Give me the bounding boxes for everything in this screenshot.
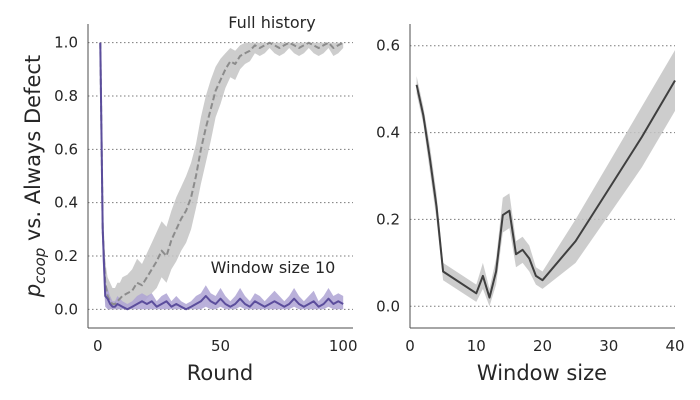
right-y-tick-labels: 0.0 0.2 0.4 0.6 (376, 37, 400, 316)
left-y-tick-label: 1.0 (54, 34, 78, 52)
left-x-tick-label: 0 (93, 337, 103, 355)
left-y-axis-label: pcoop vs. Always Defect (21, 55, 49, 298)
right-series-line-0 (415, 79, 676, 299)
left-series-line-0 (99, 41, 344, 305)
left-y-tick-label: 0.6 (54, 140, 78, 158)
right-x-tick-label: 20 (533, 337, 552, 355)
y-label-rest: vs. Always Defect (21, 55, 45, 248)
left-y-tick-labels: 0.0 0.2 0.4 0.6 0.8 1.0 (54, 34, 78, 319)
full-history-label: Full history (228, 13, 315, 32)
left-x-axis-label: Round (187, 361, 253, 385)
right-y-tick-label: 0.4 (376, 124, 400, 142)
left-chart: 0.0 0.2 0.4 0.6 0.8 1.0 0 50 100 Full history W… (21, 13, 358, 385)
left-y-tick-label: 0.8 (54, 87, 78, 105)
y-label-p: p (21, 284, 45, 298)
right-y-tick-label: 0.2 (376, 210, 400, 228)
right-series-lines (415, 79, 676, 299)
left-series-lines (99, 41, 344, 311)
left-y-tick-label: 0.4 (54, 194, 78, 212)
y-label-subscript: coop (31, 248, 49, 284)
right-x-tick-label: 30 (599, 337, 618, 355)
left-confidence-bands (100, 42, 344, 310)
left-y-tick-label: 0.0 (54, 300, 78, 318)
left-x-tick-labels: 0 50 100 (93, 337, 357, 355)
left-y-tick-label: 0.2 (54, 247, 78, 265)
right-x-tick-labels: 0 10 20 30 40 (405, 337, 684, 355)
right-chart: 0.0 0.2 0.4 0.6 0 10 20 30 40 Window size (376, 24, 685, 385)
left-band-0 (100, 42, 344, 310)
right-y-tick-label: 0.6 (376, 37, 400, 55)
left-x-tick-label: 100 (329, 337, 358, 355)
left-x-tick-label: 50 (211, 337, 230, 355)
window-size-10-label: Window size 10 (211, 258, 336, 277)
right-x-tick-label: 40 (665, 337, 684, 355)
right-y-tick-label: 0.0 (376, 297, 400, 315)
right-x-tick-label: 0 (405, 337, 415, 355)
right-confidence-bands (416, 50, 675, 307)
right-x-axis-label: Window size (477, 361, 607, 385)
left-series-line-1 (99, 42, 344, 311)
right-band-0 (416, 50, 675, 307)
right-x-tick-label: 10 (467, 337, 486, 355)
